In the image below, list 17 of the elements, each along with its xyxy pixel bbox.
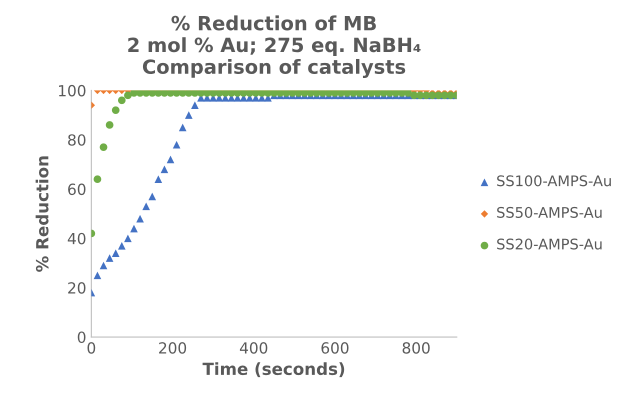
x-tick-label: 400 — [240, 342, 268, 354]
x-tick-label: 200 — [159, 342, 186, 354]
legend-label: SS20-AMPS-Au — [497, 238, 602, 250]
y-tick-label: 0 — [78, 331, 86, 344]
y-axis-title: % Reduction — [36, 156, 49, 272]
x-axis-title: Time (seconds) — [202, 362, 344, 378]
y-tick-label: 20 — [68, 282, 86, 294]
x-tick-label: 600 — [321, 342, 349, 354]
y-tick-label: 100 — [59, 84, 86, 96]
y-tick-label: 60 — [68, 184, 86, 196]
x-tick-label: 0 — [87, 342, 96, 354]
y-tick-label: 80 — [68, 134, 86, 146]
legend-label: SS50-AMPS-Au — [497, 206, 602, 218]
chart-title: % Reduction of MB 2 mol % Au; 275 eq. NaBH₄ Comparison of catalysts — [128, 15, 421, 78]
legend-label: SS100-AMPS-Au — [497, 175, 611, 186]
y-tick-label: 40 — [68, 232, 86, 244]
x-tick-label: 800 — [402, 342, 430, 354]
